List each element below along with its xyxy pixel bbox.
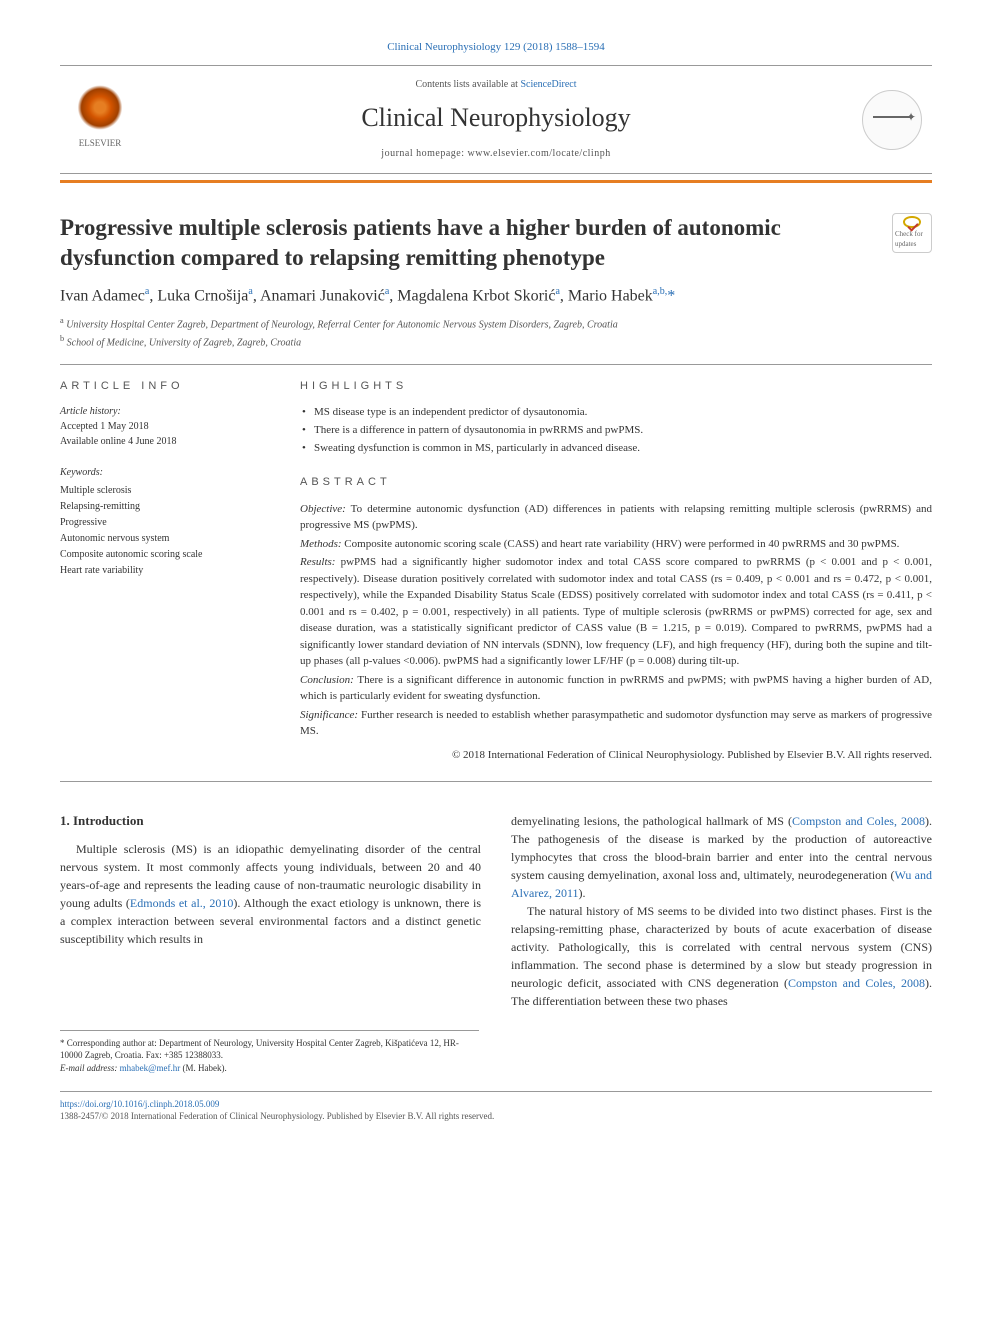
elsevier-tree-icon <box>75 85 125 135</box>
check-updates-badge[interactable]: Check for updates <box>892 213 932 253</box>
abstract-section: Results: pwPMS had a significantly highe… <box>300 554 932 670</box>
article-title: Progressive multiple sclerosis patients … <box>60 213 872 273</box>
keywords-label: Keywords: <box>60 465 270 481</box>
affiliation-line: a University Hospital Center Zagreb, Dep… <box>60 315 932 332</box>
divider <box>60 364 932 365</box>
highlight-item: Sweating dysfunction is common in MS, pa… <box>300 440 932 458</box>
ref-link[interactable]: Compston and Coles, 2008 <box>788 976 925 990</box>
affiliation-line: b School of Medicine, University of Zagr… <box>60 333 932 350</box>
highlight-item: MS disease type is an independent predic… <box>300 404 932 422</box>
keyword: Multiple sclerosis <box>60 483 270 499</box>
keyword: Heart rate variability <box>60 563 270 579</box>
keyword: Progressive <box>60 515 270 531</box>
history-label: Article history: <box>60 404 270 419</box>
elsevier-logo[interactable]: ELSEVIER <box>70 85 130 155</box>
publisher-name: ELSEVIER <box>79 137 122 150</box>
journal-cover-icon <box>862 90 922 150</box>
highlights-list: MS disease type is an independent predic… <box>300 404 932 457</box>
doi-link[interactable]: https://doi.org/10.1016/j.clinph.2018.05… <box>60 1099 219 1109</box>
article-info-block: Article history: Accepted 1 May 2018 Ava… <box>60 404 270 449</box>
page-footer: https://doi.org/10.1016/j.clinph.2018.05… <box>60 1091 932 1123</box>
check-updates-label: Check for updates <box>895 230 929 250</box>
email-line: E-mail address: mhabek@mef.hr (M. Habek)… <box>60 1062 479 1075</box>
divider <box>60 781 932 782</box>
intro-paragraph-2: The natural history of MS seems to be di… <box>511 902 932 1010</box>
journal-homepage-line: journal homepage: www.elsevier.com/locat… <box>150 147 842 161</box>
ref-link[interactable]: Edmonds et al., 2010 <box>130 896 234 910</box>
introduction-section: 1. Introduction Multiple sclerosis (MS) … <box>60 812 932 1010</box>
footnotes: * Corresponding author at: Department of… <box>60 1030 479 1075</box>
issn-line: 1388-2457/© 2018 International Federatio… <box>60 1110 932 1123</box>
abstract-section: Methods: Composite autonomic scoring sca… <box>300 536 932 553</box>
highlights-heading: HIGHLIGHTS <box>300 379 932 394</box>
abstract-block: Objective: To determine autonomic dysfun… <box>300 501 932 740</box>
intro-paragraph-1-cont: demyelinating lesions, the pathological … <box>511 812 932 902</box>
affiliations: a University Hospital Center Zagreb, Dep… <box>60 315 932 350</box>
sciencedirect-link[interactable]: ScienceDirect <box>520 79 576 90</box>
keyword: Relapsing-remitting <box>60 499 270 515</box>
abstract-section: Conclusion: There is a significant diffe… <box>300 672 932 705</box>
publisher-logo-block: ELSEVIER <box>70 85 150 155</box>
checkmark-icon <box>903 216 921 228</box>
copyright-line: © 2018 International Federation of Clini… <box>300 748 932 763</box>
journal-banner: ELSEVIER Contents lists available at Sci… <box>60 65 932 173</box>
online-date: Available online 4 June 2018 <box>60 434 270 449</box>
accent-bar <box>60 180 932 183</box>
homepage-url[interactable]: www.elsevier.com/locate/clinph <box>468 148 611 159</box>
authors-line: Ivan Adameca, Luka Crnošijaa, Anamari Ju… <box>60 285 932 308</box>
abstract-section: Significance: Further research is needed… <box>300 707 932 740</box>
ref-link[interactable]: Compston and Coles, 2008 <box>792 814 925 828</box>
keyword: Autonomic nervous system <box>60 531 270 547</box>
article-info-heading: ARTICLE INFO <box>60 379 270 394</box>
citation-link[interactable]: Clinical Neurophysiology 129 (2018) 1588… <box>387 41 605 53</box>
accepted-date: Accepted 1 May 2018 <box>60 419 270 434</box>
corresponding-author: * Corresponding author at: Department of… <box>60 1037 479 1062</box>
journal-name: Clinical Neurophysiology <box>150 100 842 136</box>
header-citation: Clinical Neurophysiology 129 (2018) 1588… <box>60 40 932 55</box>
contents-available-line: Contents lists available at ScienceDirec… <box>150 78 842 92</box>
intro-heading: 1. Introduction <box>60 812 481 830</box>
abstract-heading: ABSTRACT <box>300 475 932 490</box>
keywords-block: Keywords: Multiple sclerosisRelapsing-re… <box>60 465 270 579</box>
keyword: Composite autonomic scoring scale <box>60 547 270 563</box>
email-link[interactable]: mhabek@mef.hr <box>120 1063 181 1073</box>
abstract-section: Objective: To determine autonomic dysfun… <box>300 501 932 534</box>
intro-paragraph-1: Multiple sclerosis (MS) is an idiopathic… <box>60 840 481 948</box>
highlight-item: There is a difference in pattern of dysa… <box>300 422 932 440</box>
